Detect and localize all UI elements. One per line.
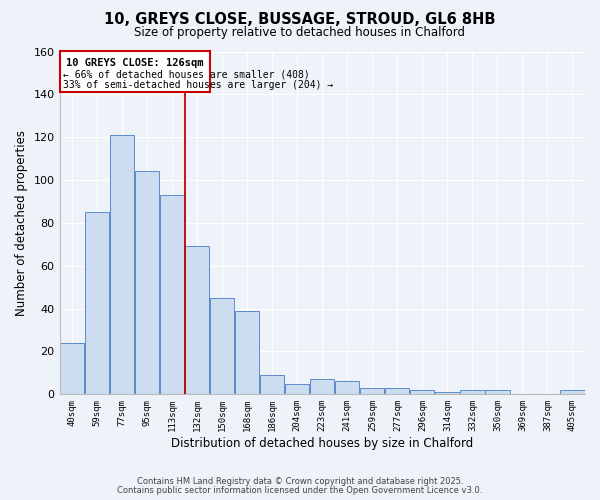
Bar bbox=[160, 195, 184, 394]
Text: 10 GREYS CLOSE: 126sqm: 10 GREYS CLOSE: 126sqm bbox=[66, 58, 203, 68]
Bar bbox=[210, 298, 235, 394]
Bar bbox=[285, 384, 310, 394]
Text: Contains public sector information licensed under the Open Government Licence v3: Contains public sector information licen… bbox=[118, 486, 482, 495]
Bar bbox=[310, 380, 334, 394]
Bar bbox=[485, 390, 509, 394]
Bar bbox=[185, 246, 209, 394]
Y-axis label: Number of detached properties: Number of detached properties bbox=[15, 130, 28, 316]
X-axis label: Distribution of detached houses by size in Chalford: Distribution of detached houses by size … bbox=[171, 437, 473, 450]
Bar bbox=[60, 343, 84, 394]
Bar bbox=[110, 135, 134, 394]
Text: Contains HM Land Registry data © Crown copyright and database right 2025.: Contains HM Land Registry data © Crown c… bbox=[137, 477, 463, 486]
Bar bbox=[560, 390, 584, 394]
Bar bbox=[385, 388, 409, 394]
Bar bbox=[135, 172, 159, 394]
Bar bbox=[260, 375, 284, 394]
Bar bbox=[85, 212, 109, 394]
Bar bbox=[435, 392, 460, 394]
Bar bbox=[360, 388, 385, 394]
Text: ← 66% of detached houses are smaller (408): ← 66% of detached houses are smaller (40… bbox=[63, 70, 310, 80]
Bar bbox=[410, 390, 434, 394]
Bar bbox=[235, 311, 259, 394]
Bar bbox=[59, 52, 209, 92]
Bar bbox=[460, 390, 485, 394]
Text: Size of property relative to detached houses in Chalford: Size of property relative to detached ho… bbox=[134, 26, 466, 39]
Text: 10, GREYS CLOSE, BUSSAGE, STROUD, GL6 8HB: 10, GREYS CLOSE, BUSSAGE, STROUD, GL6 8H… bbox=[104, 12, 496, 28]
Text: 33% of semi-detached houses are larger (204) →: 33% of semi-detached houses are larger (… bbox=[63, 80, 334, 90]
Bar bbox=[335, 382, 359, 394]
